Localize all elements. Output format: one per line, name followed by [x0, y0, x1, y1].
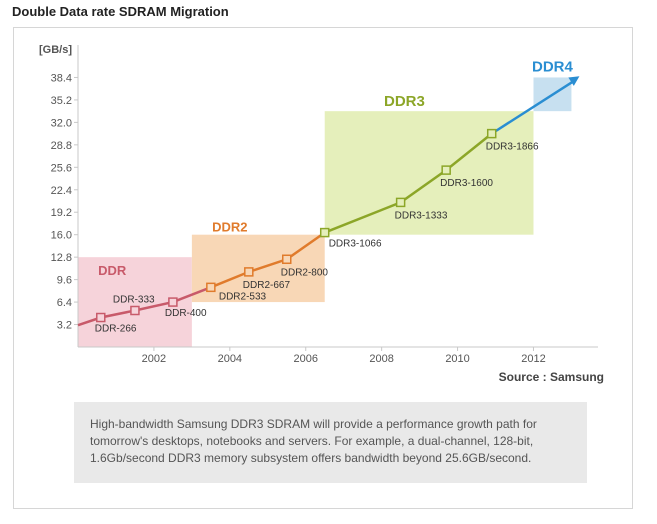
- page-title: Double Data rate SDRAM Migration: [12, 4, 229, 19]
- y-tick-label: 25.6: [51, 162, 72, 174]
- chart-axes: [74, 45, 598, 351]
- y-tick-label: 35.2: [51, 95, 72, 107]
- y-tick-label: 19.2: [51, 207, 72, 219]
- y-tick-label: 9.6: [57, 275, 72, 287]
- point-label: DDR2-800: [281, 267, 329, 278]
- data-point-ddr3-1866: [486, 128, 497, 139]
- x-tick-label: 2008: [369, 353, 393, 365]
- generation-bands: [78, 77, 572, 347]
- data-point-ddr3-1333: [395, 197, 406, 208]
- data-point-ddr-400: [168, 297, 178, 307]
- generation-name-ddr3: DDR3: [384, 93, 425, 110]
- generation-name-ddr4: DDR4: [532, 58, 573, 75]
- source-label: Source : Samsung: [499, 370, 604, 384]
- y-tick-label: 38.4: [51, 72, 72, 84]
- data-point-ddr2-800: [282, 254, 292, 265]
- y-tick-label: 28.8: [51, 140, 72, 152]
- description-box: High-bandwidth Samsung DDR3 SDRAM will p…: [74, 402, 587, 483]
- description-line-3: 1.6Gb/second DDR3 memory subsystem offer…: [90, 451, 532, 465]
- description-line-1: High-bandwidth Samsung DDR3 SDRAM will p…: [90, 417, 537, 431]
- x-tick-label: 2010: [445, 353, 469, 365]
- point-label: DDR-266: [95, 324, 137, 335]
- y-tick-label: 22.4: [51, 185, 72, 197]
- ddr4-extension-line: [491, 80, 575, 135]
- description-line-2: tomorrow's desktops, notebooks and serve…: [90, 434, 534, 448]
- point-label: DDR-400: [165, 308, 207, 319]
- ddr-bandwidth-chart: 3.2 6.4 9.6 12.8 16.0 19.2 22.4 25.6 28.8 32.0 35.…: [39, 44, 604, 384]
- point-label: DDR2-533: [219, 291, 267, 302]
- ddr4-arrow-head: [568, 76, 580, 86]
- chart-labels: 3.2 6.4 9.6 12.8 16.0 19.2 22.4 25.6 28.8 32.0 35.…: [39, 44, 604, 384]
- point-label: DDR3-1866: [486, 142, 539, 153]
- point-label: DDR3-1333: [395, 210, 448, 221]
- point-label: DDR-333: [113, 295, 155, 306]
- x-tick-label: 2004: [218, 353, 242, 365]
- data-points: [96, 128, 497, 323]
- data-point-ddr2-667: [244, 267, 254, 277]
- y-tick-label: 3.2: [57, 320, 72, 332]
- x-tick-label: 2012: [521, 353, 545, 365]
- data-point-ddr-266: [96, 312, 106, 323]
- y-tick-label: 16.0: [51, 230, 72, 242]
- data-point-ddr3-1600: [441, 165, 451, 175]
- generation-name-ddr: DDR: [98, 263, 127, 278]
- point-label: DDR3-1066: [329, 239, 382, 250]
- y-tick-label: 32.0: [51, 117, 72, 129]
- point-label: DDR2-667: [243, 280, 291, 291]
- x-tick-label: 2002: [142, 353, 166, 365]
- band-ddr3: [324, 111, 534, 235]
- data-point-ddr2-533: [206, 282, 216, 293]
- generation-name-ddr2: DDR2: [212, 220, 247, 235]
- series-line-ddr2: [210, 231, 326, 289]
- data-point-ddr3-1066: [319, 227, 330, 238]
- series-line-ddr3: [324, 132, 493, 234]
- point-label: DDR3-1600: [440, 178, 493, 189]
- data-point-ddr-333: [130, 305, 140, 316]
- x-tick-label: 2006: [293, 353, 317, 365]
- y-tick-label: 6.4: [57, 297, 72, 309]
- y-tick-label: 12.8: [51, 252, 72, 264]
- y-axis-label: [GB/s]: [39, 44, 72, 56]
